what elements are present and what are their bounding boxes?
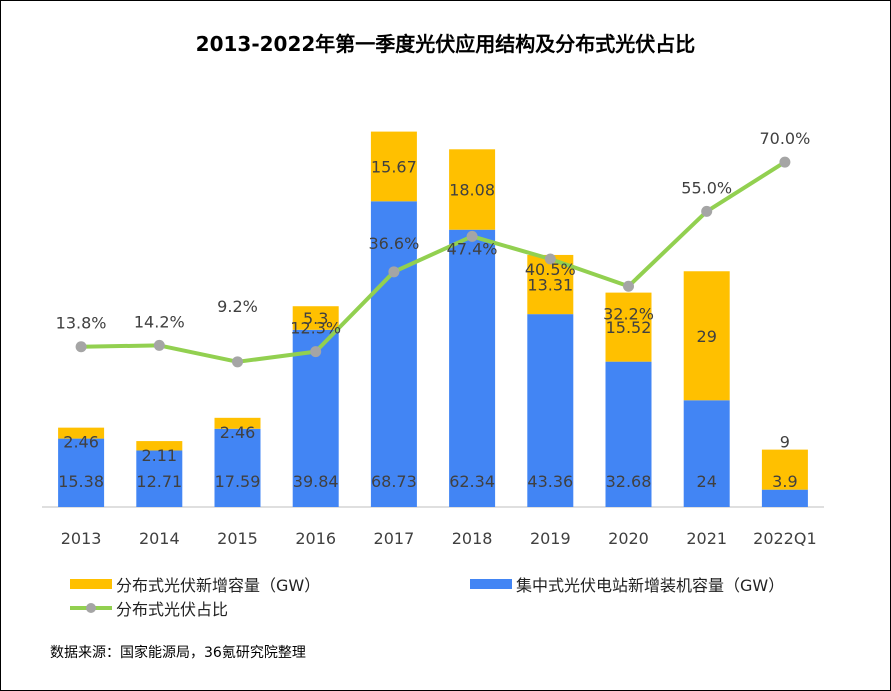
bar-centralized bbox=[761, 489, 808, 507]
bar-distributed bbox=[761, 449, 808, 490]
legend-label-centralized: 集中式光伏电站新增装机容量（GW） bbox=[516, 576, 785, 595]
bar-distributed bbox=[58, 427, 105, 439]
data-label-centralized: 24 bbox=[697, 472, 717, 491]
bar-centralized bbox=[292, 329, 339, 507]
chart-title: 2013-2022年第一季度光伏应用结构及分布式光伏占比 bbox=[195, 32, 696, 56]
data-label-distributed: 13.31 bbox=[527, 276, 573, 295]
data-label-ratio: 36.6% bbox=[368, 234, 419, 253]
bar-centralized bbox=[136, 450, 183, 507]
x-tick-label: 2020 bbox=[608, 529, 649, 548]
legend-label-ratio: 分布式光伏占比 bbox=[116, 600, 229, 619]
data-label-distributed: 9 bbox=[780, 433, 790, 452]
bar-centralized bbox=[370, 201, 417, 508]
x-tick-label: 2021 bbox=[686, 529, 727, 548]
legend-item-distributed: 分布式光伏新增容量（GW） bbox=[70, 572, 320, 596]
x-tick-label: 2022Q1 bbox=[753, 529, 817, 548]
x-tick-label: 2013 bbox=[61, 529, 102, 548]
bar-distributed bbox=[136, 441, 183, 451]
data-label-ratio: 14.2% bbox=[134, 312, 185, 331]
ratio-marker bbox=[623, 280, 634, 292]
data-label-centralized: 3.9 bbox=[772, 472, 797, 491]
x-tick-label: 2016 bbox=[295, 529, 336, 548]
legend-label-distributed: 分布式光伏新增容量（GW） bbox=[116, 576, 321, 595]
x-tick-label: 2015 bbox=[217, 529, 258, 548]
x-tick-label: 2017 bbox=[374, 529, 415, 548]
ratio-marker bbox=[153, 339, 165, 351]
legend-swatch-ratio bbox=[70, 603, 112, 613]
data-label-distributed: 15.52 bbox=[606, 318, 652, 337]
data-label-ratio: 40.5% bbox=[525, 260, 576, 279]
data-label-ratio: 12.3% bbox=[290, 319, 341, 338]
ratio-line bbox=[81, 160, 786, 364]
x-tick-label: 2018 bbox=[452, 529, 493, 548]
data-label-ratio: 70.0% bbox=[759, 129, 810, 148]
bar-distributed bbox=[370, 131, 417, 202]
x-tick-label: 2014 bbox=[139, 529, 180, 548]
data-label-ratio: 32.2% bbox=[603, 304, 654, 323]
data-label-distributed: 5.3 bbox=[303, 309, 328, 328]
bar-centralized bbox=[214, 428, 261, 507]
bar-distributed bbox=[449, 149, 496, 230]
bar-distributed bbox=[605, 292, 652, 362]
bar-distributed bbox=[292, 306, 339, 330]
ratio-marker bbox=[310, 346, 322, 358]
data-label-centralized: 43.36 bbox=[527, 472, 573, 491]
ratio-marker bbox=[466, 230, 478, 242]
data-label-ratio: 13.8% bbox=[56, 314, 107, 333]
ratio-marker bbox=[232, 356, 243, 368]
ratio-marker bbox=[701, 205, 713, 217]
bar-centralized bbox=[58, 438, 105, 507]
legend-swatch-distributed bbox=[70, 579, 112, 589]
legend-swatch-centralized bbox=[470, 579, 512, 589]
bar-distributed bbox=[683, 271, 730, 401]
data-label-distributed: 29 bbox=[697, 327, 717, 346]
bar-distributed bbox=[214, 417, 261, 429]
bar-centralized bbox=[527, 314, 574, 507]
data-label-distributed: 2.11 bbox=[141, 446, 177, 465]
data-label-centralized: 12.71 bbox=[136, 472, 182, 491]
data-label-distributed: 2.46 bbox=[220, 423, 256, 442]
bar-centralized bbox=[449, 229, 496, 508]
bar-centralized bbox=[605, 361, 652, 507]
data-label-centralized: 39.84 bbox=[293, 472, 339, 491]
data-label-centralized: 68.73 bbox=[371, 472, 417, 491]
ratio-marker bbox=[779, 156, 791, 168]
data-label-centralized: 17.59 bbox=[215, 472, 261, 491]
data-label-ratio: 55.0% bbox=[681, 178, 732, 197]
data-label-distributed: 2.46 bbox=[63, 433, 99, 452]
ratio-marker bbox=[388, 266, 400, 278]
data-label-centralized: 62.34 bbox=[449, 472, 495, 491]
data-label-ratio: 9.2% bbox=[217, 297, 258, 316]
ratio-marker bbox=[544, 253, 556, 265]
ratio-marker bbox=[75, 341, 87, 353]
data-label-distributed: 15.67 bbox=[371, 157, 417, 176]
source-note: 数据来源：国家能源局，36氪研究院整理 bbox=[50, 645, 306, 661]
data-label-centralized: 15.38 bbox=[58, 472, 104, 491]
data-label-distributed: 18.08 bbox=[449, 181, 495, 200]
legend-item-ratio: 分布式光伏占比 bbox=[70, 596, 228, 620]
data-label-ratio: 47.4% bbox=[447, 239, 498, 258]
data-label-centralized: 32.68 bbox=[606, 472, 652, 491]
x-tick-label: 2019 bbox=[530, 529, 571, 548]
bar-centralized bbox=[683, 400, 730, 507]
legend-item-centralized: 集中式光伏电站新增装机容量（GW） bbox=[470, 572, 784, 596]
